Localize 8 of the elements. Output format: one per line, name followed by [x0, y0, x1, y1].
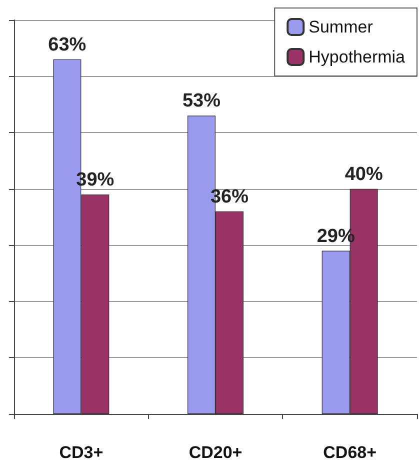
x-tick-label: CD20+: [188, 443, 242, 462]
x-tick-label: CD3+: [59, 443, 104, 462]
data-label: 40%: [344, 164, 383, 185]
legend-label: Hypothermia: [308, 48, 406, 66]
legend-label: Summer: [308, 18, 374, 36]
x-tick-label: CD68+: [323, 443, 377, 462]
data-label: 53%: [182, 90, 221, 112]
data-label: 63%: [48, 34, 86, 56]
